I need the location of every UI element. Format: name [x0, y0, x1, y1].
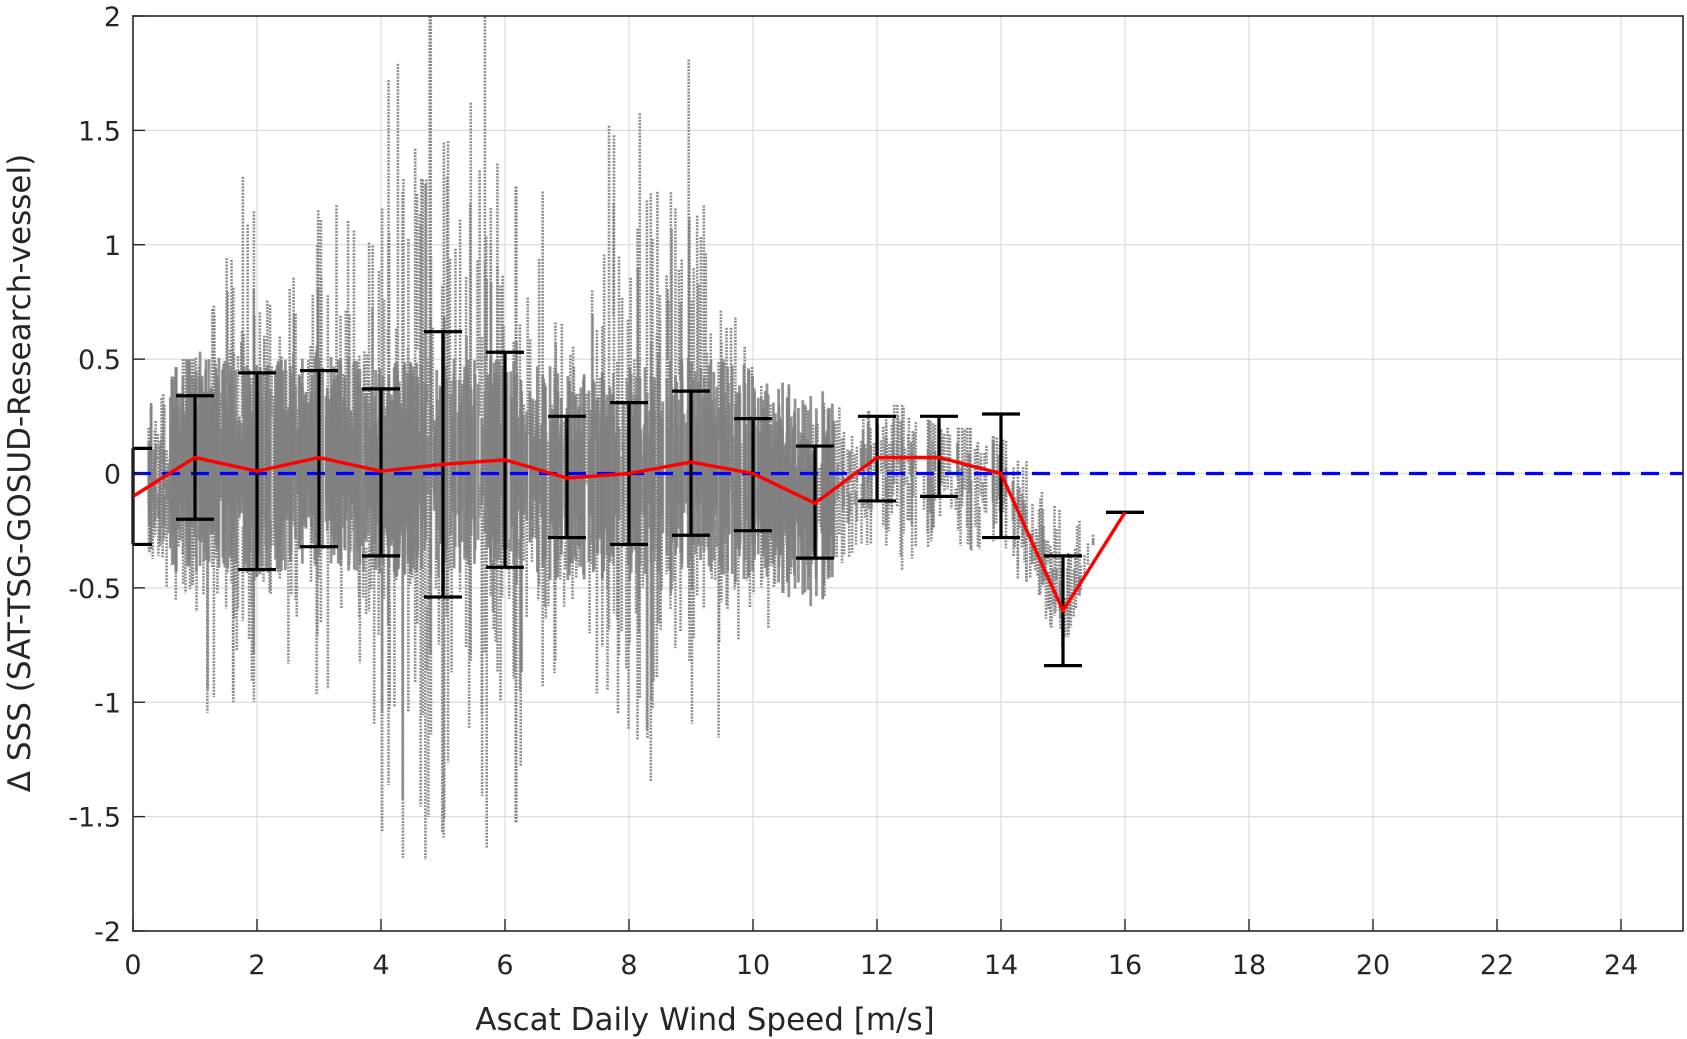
y-axis-ticks: -2 -1.5 -1 -0.5 0 0.5 1 1.5 2 — [68, 2, 145, 948]
x-tick-label: 6 — [496, 950, 513, 981]
x-tick-label: 20 — [1356, 950, 1390, 981]
x-tick-label: 16 — [1108, 950, 1142, 981]
mean-line-path — [132, 455, 1127, 613]
x-tick-label: 10 — [736, 950, 770, 981]
y-tick-label: 0.5 — [78, 345, 121, 376]
scatter-points — [147, 16, 1095, 860]
y-tick-label: -0.5 — [68, 574, 121, 605]
x-tick-label: 12 — [860, 950, 894, 981]
x-tick-label: 14 — [984, 950, 1018, 981]
y-axis-title: Δ SSS (SAT-TSG-GOSUD-Research-vessel) — [2, 154, 38, 792]
y-tick-label: -2 — [94, 917, 121, 948]
x-tick-label: 0 — [124, 950, 141, 981]
x-axis-ticks: 0 2 4 6 8 10 12 14 16 18 20 22 24 — [124, 919, 1638, 981]
y-tick-label: -1 — [94, 688, 121, 719]
x-tick-label: 22 — [1480, 950, 1514, 981]
y-tick-label: 2 — [104, 2, 121, 33]
y-tick-label: 1 — [104, 231, 121, 262]
x-tick-label: 24 — [1604, 950, 1638, 981]
y-tick-label: -1.5 — [68, 803, 121, 834]
x-tick-label: 2 — [248, 950, 265, 981]
y-tick-label: 1.5 — [78, 116, 121, 147]
y-tick-label: 0 — [104, 460, 121, 491]
x-tick-label: 18 — [1232, 950, 1266, 981]
mean-line — [132, 455, 1127, 613]
x-axis-title: Ascat Daily Wind Speed [m/s] — [475, 1002, 934, 1038]
x-tick-label: 4 — [372, 950, 389, 981]
x-tick-label: 8 — [620, 950, 637, 981]
